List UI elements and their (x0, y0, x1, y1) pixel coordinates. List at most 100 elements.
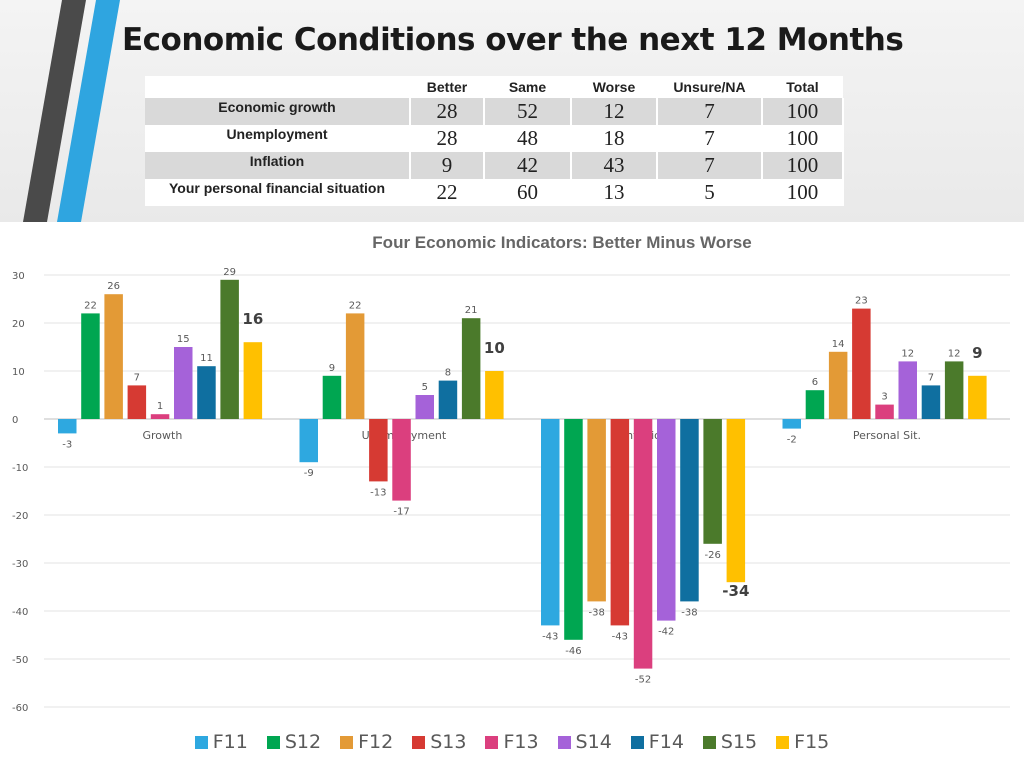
data-label: -34 (722, 582, 749, 600)
data-label: 1 (157, 401, 163, 412)
legend-label: S14 (575, 731, 612, 753)
bar (782, 419, 801, 429)
bar (197, 366, 216, 419)
bar-chart: 3020100-10-20-30-40-50-60Growth-32226711… (12, 267, 1010, 714)
table-header-row: Better Same Worse Unsure/NA Total (145, 76, 843, 98)
legend-swatch (266, 735, 280, 749)
legend-item: F12 (340, 731, 393, 753)
bar (564, 419, 583, 640)
y-tick-label: -40 (12, 607, 28, 618)
legend-label: S12 (284, 731, 322, 753)
table-header-cell: Worse (571, 76, 657, 98)
table-row: Unemployment 28 48 18 7 100 (145, 125, 844, 152)
legend-swatch (412, 735, 426, 749)
legend-label: S15 (720, 731, 758, 753)
legend-item: F14 (630, 731, 684, 753)
table-cell: 9 (410, 152, 485, 179)
table-cell: 42 (484, 152, 572, 179)
row-label: Economic growth (145, 98, 411, 125)
table-cell: 100 (762, 152, 844, 179)
legend-label: F11 (212, 731, 248, 753)
legend-swatch (630, 735, 644, 749)
data-label: -9 (304, 468, 314, 479)
bar (852, 308, 871, 419)
legend-swatch (557, 735, 571, 749)
data-label: -43 (542, 631, 558, 642)
legend-item: F13 (485, 731, 539, 753)
data-label: 23 (855, 296, 868, 307)
x-category-label: Growth (142, 429, 182, 442)
table-cell: 43 (571, 152, 658, 179)
legend-swatch (702, 735, 716, 749)
bar (633, 419, 653, 669)
data-label: 7 (134, 372, 140, 383)
table-header-cell: Same (484, 76, 571, 98)
bar (968, 375, 987, 419)
bar (828, 351, 848, 419)
bar (81, 313, 100, 419)
chart-legend: F11 S12 F12 S13 F13 S14 F14 S15 F15 (0, 730, 1024, 754)
bar (322, 375, 342, 419)
data-label: -38 (588, 607, 604, 618)
data-label: 8 (445, 368, 451, 379)
bar (485, 371, 504, 419)
data-label: 22 (84, 300, 97, 311)
bar (58, 419, 77, 434)
chart-title: Four Economic Indicators: Better Minus W… (372, 233, 752, 252)
y-tick-label: -30 (12, 559, 28, 570)
table-header-cell: Unsure/NA (657, 76, 762, 98)
legend-label: F14 (648, 731, 684, 753)
legend-item: S14 (557, 731, 612, 753)
data-label: -52 (635, 675, 651, 686)
y-tick-label: -50 (12, 655, 28, 666)
bar (369, 419, 388, 482)
data-label: 12 (948, 348, 961, 359)
bar (944, 361, 964, 419)
bar (680, 419, 699, 602)
bar (587, 419, 606, 602)
data-label: -43 (612, 631, 628, 642)
data-label: -13 (370, 487, 386, 498)
table-cell: 100 (762, 98, 844, 125)
table-cell: 60 (484, 179, 572, 206)
legend-item: S12 (266, 731, 322, 753)
bar (461, 318, 481, 419)
bar (805, 390, 825, 419)
bar (898, 361, 917, 419)
table-cell: 7 (657, 125, 763, 152)
data-label: 29 (223, 267, 236, 278)
legend-swatch (194, 735, 208, 749)
bar (174, 347, 193, 419)
legend-item: F11 (194, 731, 248, 753)
table-cell: 100 (762, 125, 844, 152)
table-cell: 28 (410, 98, 485, 125)
y-tick-label: 20 (12, 319, 25, 330)
stripe-dark (23, 0, 86, 222)
row-label: Inflation (145, 152, 411, 179)
data-label: 21 (465, 305, 478, 316)
table-cell: 48 (484, 125, 572, 152)
bar (657, 419, 676, 621)
data-label: 26 (107, 281, 120, 292)
table-cell: 12 (571, 98, 658, 125)
data-label: 6 (812, 377, 818, 388)
stripe-blue (57, 0, 120, 222)
y-tick-label: -10 (12, 463, 28, 474)
summary-table: Better Same Worse Unsure/NA Total Econom… (145, 76, 844, 206)
legend-label: S13 (430, 731, 467, 753)
table-cell: 18 (571, 125, 658, 152)
table-header-cell: Total (762, 76, 843, 98)
data-label: -46 (565, 646, 581, 657)
data-label: -3 (62, 439, 72, 450)
table-cell: 7 (657, 98, 763, 125)
data-label: 22 (349, 300, 362, 311)
table-cell: 52 (484, 98, 572, 125)
data-label: -26 (704, 550, 720, 561)
y-tick-label: -20 (12, 511, 28, 522)
bar (610, 419, 630, 626)
bar (127, 385, 147, 419)
legend-item: S15 (702, 731, 758, 753)
table-header-cell: Better (410, 76, 484, 98)
data-label: 14 (832, 339, 845, 350)
table-header-cell (145, 76, 410, 98)
